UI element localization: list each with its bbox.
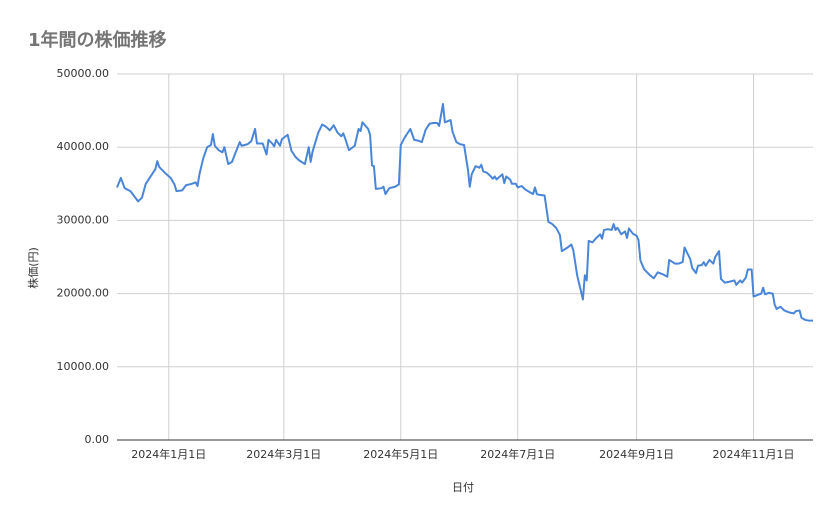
chart-title: 1年間の株価推移 <box>28 29 167 51</box>
x-tick-label: 2024年3月1日 <box>246 447 321 461</box>
y-tick-label: 10000.00 <box>57 360 110 373</box>
y-tick-label: 50000.00 <box>57 67 110 80</box>
y-tick-label: 20000.00 <box>57 287 110 300</box>
x-tick-label: 2024年11月1日 <box>713 447 795 461</box>
price-line <box>116 103 813 322</box>
x-axis-label: 日付 <box>452 481 474 494</box>
x-tick-label: 2024年7月1日 <box>480 447 555 461</box>
y-tick-label: 0.00 <box>85 433 110 446</box>
y-axis-label: 株価(円) <box>26 247 40 289</box>
x-tick-label: 2024年5月1日 <box>363 447 438 461</box>
y-tick-label: 40000.00 <box>57 140 110 153</box>
x-tick-label: 2024年9月1日 <box>599 447 674 461</box>
y-tick-label: 30000.00 <box>57 213 110 226</box>
x-tick-label: 2024年1月1日 <box>131 447 206 461</box>
